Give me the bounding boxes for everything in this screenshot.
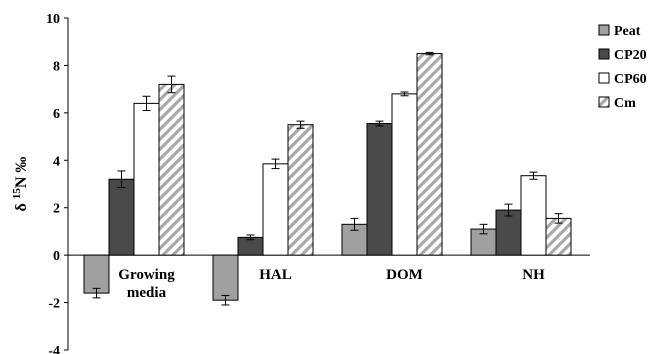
y-tick-label: 6: [53, 107, 60, 122]
bar-cp60-2: [391, 93, 418, 256]
category-label: HAL: [259, 267, 292, 283]
bar-cm-0: [158, 83, 185, 256]
bar-cp60-1: [262, 163, 289, 256]
bar-cm-2: [416, 53, 443, 256]
bar-cm-1: [287, 124, 314, 256]
bars: [83, 51, 572, 306]
y-tick-label: -4: [48, 344, 60, 354]
bar-cp20-3: [495, 209, 522, 256]
bar-cm-3: [545, 217, 572, 256]
legend-label-cp20: CP20: [614, 48, 647, 63]
category-label: NH: [522, 267, 545, 283]
labels: Growing media HAL DOM NH: [118, 267, 545, 301]
category-label: Growing media: [118, 267, 175, 301]
category-label: DOM: [386, 267, 423, 283]
legend-swatch-cp60: [598, 72, 610, 84]
bar-peat-1: [212, 254, 239, 301]
legend-label-peat: Peat: [614, 24, 641, 39]
y-tick-label: 4: [53, 154, 60, 169]
legend-swatch-cm: [598, 96, 610, 108]
legend-swatch-peat: [598, 24, 610, 36]
legend-label-cm: Cm: [614, 96, 636, 111]
legend-label-cp60: CP60: [614, 72, 647, 87]
bar-peat-0: [83, 254, 110, 294]
y-axis-label: δ 15N ‰: [11, 157, 30, 212]
legend-swatch-cp20: [598, 48, 610, 60]
bar-cp20-0: [108, 178, 135, 256]
y-tick-label: 8: [53, 59, 60, 74]
legend: Peat CP20 CP60 Cm: [598, 24, 647, 111]
y-tick-label: -2: [48, 297, 60, 312]
y-tick-label: 10: [46, 12, 60, 27]
y-tick-label: 0: [53, 249, 60, 264]
bar-cp20-2: [366, 123, 393, 256]
bar-cp60-0: [133, 102, 160, 256]
y-tick-label: 2: [53, 202, 60, 217]
bar-cp60-3: [520, 175, 547, 256]
